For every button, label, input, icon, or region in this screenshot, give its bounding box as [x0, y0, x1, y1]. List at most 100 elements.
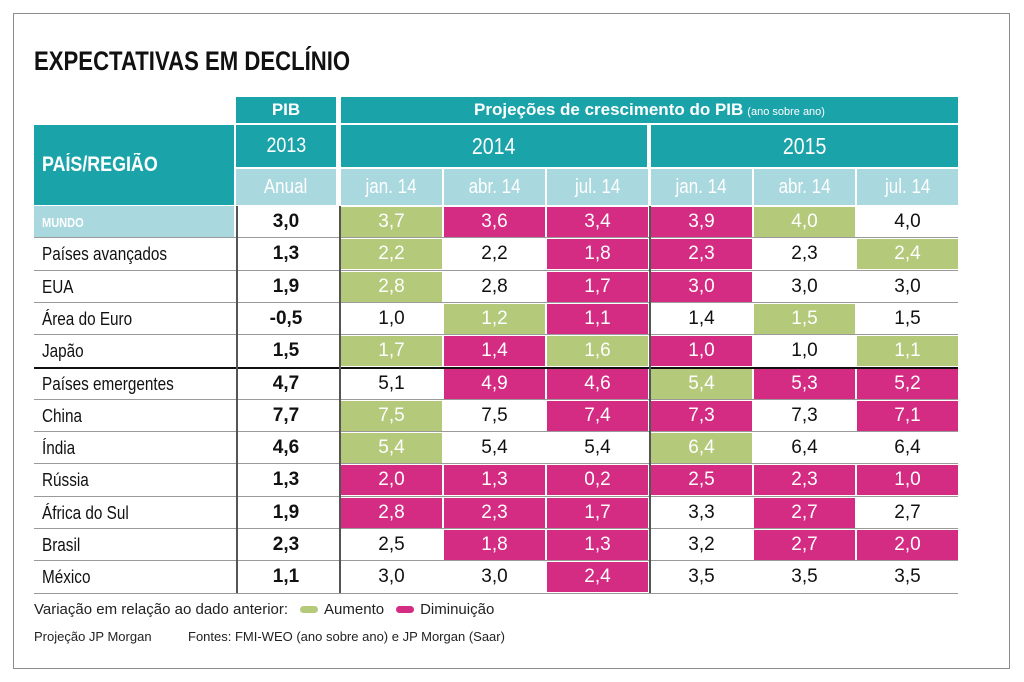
projection-cell: 1,3 [547, 530, 648, 560]
row-divider [34, 270, 958, 271]
column-divider [236, 206, 238, 593]
legend-decrease: Diminuição [420, 601, 495, 618]
projection-cell: 1,5 [754, 304, 855, 334]
projection-cell: 3,4 [547, 207, 648, 237]
pib-header: PIB [236, 97, 336, 123]
projection-cell: 6,4 [791, 437, 818, 458]
column-divider [649, 206, 651, 593]
pib-2013-value: 7,7 [272, 405, 300, 426]
projection-cell: 1,8 [444, 530, 545, 560]
pib-2013-value: 4,6 [272, 437, 300, 458]
projection-cell: 2,8 [341, 498, 442, 528]
row-divider [34, 399, 958, 400]
sub-col-header: abr. 14 [444, 169, 545, 205]
year-2015-header: 2015 [651, 125, 958, 167]
projection-cell: 6,4 [651, 433, 752, 463]
projection-cell: 7,3 [791, 405, 818, 426]
projection-cell: 3,2 [688, 534, 715, 555]
projection-cell: 5,4 [584, 437, 611, 458]
row-label: África do Sul [42, 502, 129, 523]
projection-cell: 1,3 [444, 465, 545, 495]
projection-cell: 4,6 [547, 369, 648, 399]
legend-increase: Aumento [324, 601, 385, 618]
projection-cell: 1,8 [547, 239, 648, 269]
row-divider [34, 431, 958, 432]
projection-cell: 2,2 [481, 243, 508, 264]
projection-cell: 5,3 [754, 369, 855, 399]
projections-note: (ano sobre ano) [747, 106, 825, 118]
column-divider [339, 206, 341, 593]
decrease-swatch [396, 606, 415, 613]
row-label: Japão [42, 340, 84, 361]
row-divider [34, 560, 958, 561]
footer-sources: Fontes: FMI-WEO (ano sobre ano) e JP Mor… [188, 629, 505, 644]
row-divider [34, 237, 958, 238]
projection-cell: 2,8 [481, 276, 508, 297]
projection-cell: 3,0 [481, 566, 508, 587]
year-2014-header: 2014 [341, 125, 647, 167]
projection-cell: 5,1 [378, 373, 405, 394]
projection-cell: 1,6 [547, 336, 648, 366]
projection-cell: 7,3 [651, 401, 752, 431]
projection-cell: 1,0 [651, 336, 752, 366]
projection-cell: 5,2 [857, 369, 958, 399]
projection-cell: 1,0 [378, 308, 405, 329]
projection-cell: 4,9 [444, 369, 545, 399]
projection-cell: 1,7 [341, 336, 442, 366]
sub-col-header: abr. 14 [754, 169, 855, 205]
projection-cell: 3,3 [688, 502, 715, 523]
sub-col-header: jul. 14 [547, 169, 648, 205]
projection-cell: 3,5 [688, 566, 715, 587]
projection-cell: 2,3 [444, 498, 545, 528]
projection-cell: 3,9 [651, 207, 752, 237]
projection-cell: 1,1 [547, 304, 648, 334]
projection-cell: 2,0 [341, 465, 442, 495]
projection-cell: 1,2 [444, 304, 545, 334]
projection-cell: 1,0 [791, 340, 818, 361]
projections-header: Projeções de crescimento do PIB (ano sob… [341, 97, 958, 123]
projection-cell: 3,5 [791, 566, 818, 587]
pib-2013-value: 2,3 [272, 534, 300, 555]
row-divider [34, 463, 958, 464]
row-divider [34, 367, 958, 369]
row-label: Área do Euro [42, 308, 133, 329]
projection-cell: 1,4 [688, 308, 715, 329]
projection-cell: 3,0 [378, 566, 405, 587]
footer-projection: Projeção JP Morgan [34, 629, 152, 644]
row-label: EUA [42, 276, 74, 297]
projection-cell: 3,0 [791, 276, 818, 297]
projection-cell: 1,4 [444, 336, 545, 366]
pib-2013-value: -0,5 [269, 308, 303, 329]
projection-cell: 1,1 [857, 336, 958, 366]
projection-cell: 5,4 [341, 433, 442, 463]
pib-2013-value: 1,1 [272, 566, 300, 587]
row-divider [34, 593, 958, 594]
row-label: Países avançados [42, 243, 168, 264]
chart-title: EXPECTATIVAS EM DECLÍNIO [34, 46, 351, 76]
projection-cell: 2,5 [651, 465, 752, 495]
pib-2013-value: 1,5 [272, 340, 300, 361]
projection-cell: 3,6 [444, 207, 545, 237]
row-label: MUNDO [34, 206, 234, 238]
projection-cell: 2,7 [894, 502, 921, 523]
pib-2013-value: 1,9 [272, 276, 300, 297]
projection-cell: 2,4 [857, 239, 958, 269]
projection-cell: 1,7 [547, 272, 648, 302]
projection-cell: 2,5 [378, 534, 405, 555]
projection-cell: 4,0 [754, 207, 855, 237]
legend-label: Variação em relação ao dado anterior: [34, 601, 289, 618]
projection-cell: 5,4 [481, 437, 508, 458]
pib-2013-value: 3,0 [272, 211, 300, 232]
row-divider [34, 496, 958, 497]
row-divider [34, 528, 958, 529]
sub-col-header: jul. 14 [857, 169, 958, 205]
projection-cell: 4,0 [894, 211, 921, 232]
projection-cell: 7,5 [481, 405, 508, 426]
row-label: China [42, 405, 82, 426]
legend: Variação em relação ao dado anterior: Au… [34, 601, 494, 618]
row-divider [34, 302, 958, 303]
projection-cell: 7,1 [857, 401, 958, 431]
pib-2013-value: 1,3 [272, 243, 300, 264]
row-label: Países emergentes [42, 373, 174, 394]
projection-cell: 3,5 [894, 566, 921, 587]
